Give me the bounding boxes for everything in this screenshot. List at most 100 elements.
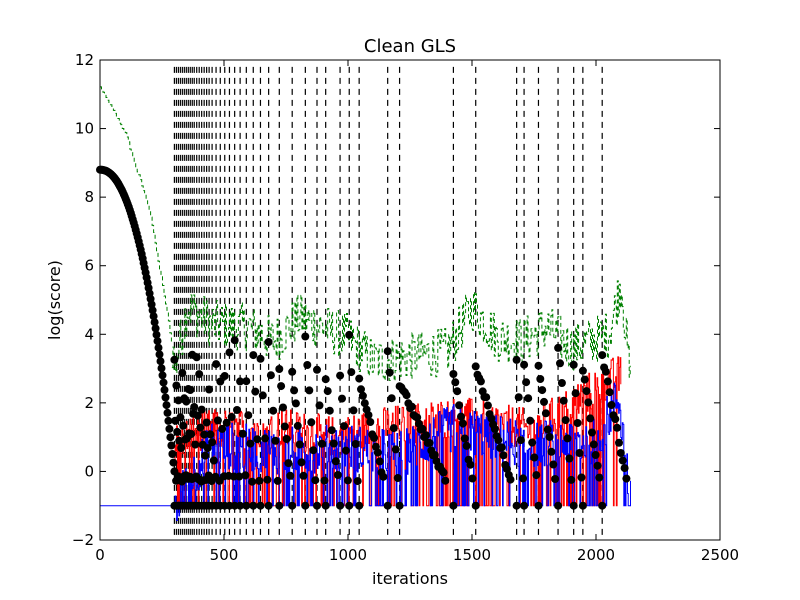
score-marker — [512, 501, 521, 510]
score-marker — [497, 443, 506, 452]
score-marker — [601, 367, 610, 376]
score-marker — [532, 471, 541, 480]
score-marker — [522, 378, 531, 387]
score-marker — [545, 433, 554, 441]
score-marker — [190, 403, 199, 411]
score-marker — [418, 424, 427, 433]
score-marker — [195, 370, 204, 379]
score-marker — [355, 374, 364, 383]
score-marker — [441, 476, 450, 485]
score-marker — [301, 332, 310, 341]
score-marker — [329, 439, 338, 448]
score-marker — [200, 430, 209, 439]
score-marker — [593, 461, 602, 470]
score-marker — [288, 367, 297, 376]
score-marker — [154, 343, 163, 352]
score-marker — [528, 438, 537, 447]
score-marker — [439, 468, 448, 477]
score-marker — [299, 471, 308, 480]
x-tick-label: 1000 — [329, 546, 367, 564]
x-tick-label: 0 — [95, 546, 105, 564]
score-marker — [286, 471, 295, 480]
score-marker — [347, 368, 356, 377]
score-marker — [196, 423, 205, 432]
score-marker — [173, 427, 182, 436]
y-tick-label: 4 — [84, 325, 94, 343]
score-marker — [313, 365, 321, 374]
score-marker — [471, 501, 480, 510]
chart-title: Clean GLS — [364, 36, 456, 57]
score-marker — [598, 351, 607, 360]
score-marker — [430, 451, 439, 459]
score-marker — [341, 446, 350, 455]
score-marker — [186, 386, 195, 394]
score-marker — [534, 361, 543, 370]
score-marker — [615, 438, 623, 447]
x-tick-label: 2500 — [701, 546, 739, 564]
score-marker — [248, 477, 257, 486]
score-marker — [290, 386, 299, 395]
score-marker — [618, 456, 627, 465]
score-marker — [449, 501, 458, 510]
score-marker — [150, 318, 159, 327]
score-marker — [483, 401, 492, 410]
score-marker — [375, 457, 384, 466]
score-marker — [235, 472, 244, 481]
score-marker — [155, 350, 164, 359]
score-marker — [379, 472, 388, 481]
score-marker — [387, 394, 396, 403]
score-marker — [213, 416, 222, 425]
score-marker — [519, 474, 527, 483]
score-marker — [176, 413, 185, 422]
score-marker — [309, 446, 318, 455]
score-marker — [251, 387, 260, 396]
score-marker — [275, 365, 284, 373]
score-marker — [208, 438, 217, 447]
score-marker — [487, 414, 496, 423]
score-marker — [340, 422, 348, 431]
score-marker — [162, 401, 171, 410]
score-marker — [520, 501, 529, 510]
score-marker — [569, 360, 578, 369]
score-marker — [536, 375, 545, 383]
y-tick-label: 2 — [84, 394, 94, 412]
score-marker — [242, 501, 251, 510]
score-marker — [167, 441, 176, 450]
score-marker — [482, 393, 491, 402]
score-marker — [466, 460, 475, 469]
score-marker — [288, 501, 297, 510]
score-marker — [263, 475, 272, 484]
score-marker — [166, 433, 175, 442]
score-marker — [595, 473, 604, 482]
score-marker — [336, 371, 345, 380]
score-marker — [227, 413, 236, 421]
green-line — [171, 280, 631, 382]
score-marker — [413, 413, 422, 422]
score-marker — [360, 399, 369, 408]
score-marker — [364, 411, 373, 420]
score-marker — [236, 377, 245, 386]
score-marker — [275, 501, 284, 510]
score-marker — [391, 445, 400, 454]
score-marker — [345, 330, 354, 339]
score-marker — [534, 501, 543, 510]
score-marker — [520, 360, 529, 369]
score-marker — [573, 419, 582, 427]
score-marker — [554, 501, 563, 510]
score-marker — [476, 377, 485, 386]
score-marker — [512, 355, 521, 364]
score-marker — [258, 391, 267, 400]
score-marker — [395, 501, 404, 510]
y-axis-label: log(score) — [45, 260, 64, 340]
score-marker — [563, 434, 572, 443]
score-marker — [514, 393, 523, 402]
score-marker — [320, 476, 329, 485]
score-marker — [571, 389, 580, 398]
score-marker — [152, 330, 161, 339]
x-axis-label: iterations — [372, 569, 448, 588]
score-marker — [182, 397, 191, 406]
score-marker — [407, 402, 416, 411]
score-marker — [343, 476, 352, 485]
score-marker — [425, 438, 434, 447]
score-marker — [580, 375, 589, 384]
